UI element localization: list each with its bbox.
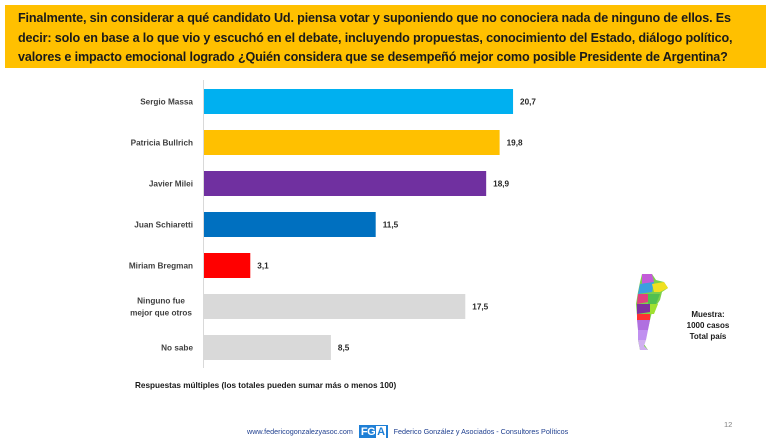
category-label: Javier Milei xyxy=(149,180,193,189)
sample-size: 1000 casos xyxy=(686,321,730,330)
bar-javier-milei xyxy=(204,171,487,196)
bar-patricia-bullrich xyxy=(204,130,500,155)
question-banner: Finalmente, sin considerar a qué candida… xyxy=(5,5,766,68)
value-label: 8,5 xyxy=(338,344,350,353)
sample-info: Muestra: 1000 casos Total país xyxy=(678,309,738,342)
category-label: Patricia Bullrich xyxy=(131,139,193,148)
category-label: Sergio Massa xyxy=(140,98,193,107)
value-label: 3,1 xyxy=(257,262,269,271)
bar-miriam-bregman xyxy=(204,253,251,278)
question-text: Finalmente, sin considerar a qué candida… xyxy=(18,11,733,64)
footer-company: Federico González y Asociados - Consulto… xyxy=(393,427,569,436)
bar-no-sabe xyxy=(204,335,331,360)
sample-label: Muestra: xyxy=(691,310,725,319)
logo-text: FG xyxy=(360,425,376,438)
value-label: 20,7 xyxy=(520,98,536,107)
category-label: Ninguno fue mejor que otros xyxy=(130,297,192,318)
fga-logo: FG A xyxy=(358,425,388,438)
category-label: No sabe xyxy=(161,344,193,353)
page-number: 12 xyxy=(724,420,733,429)
value-label: 17,5 xyxy=(472,303,488,312)
logo-accent: A xyxy=(376,425,386,438)
bar-sergio-massa xyxy=(204,89,514,114)
argentina-map-icon xyxy=(630,272,675,352)
bar-ninguno-fue-mejor-que-otros xyxy=(204,294,466,319)
value-label: 19,8 xyxy=(507,139,523,148)
chart-footnote: Respuestas múltiples (los totales pueden… xyxy=(135,381,397,390)
sample-scope: Total país xyxy=(689,332,727,341)
value-label: 18,9 xyxy=(493,180,509,189)
footer: www.federicogonzalezyasoc.com FG A Federi… xyxy=(247,425,568,438)
category-label: Miriam Bregman xyxy=(129,262,193,271)
footer-website-link[interactable]: www.federicogonzalezyasoc.com xyxy=(247,427,353,436)
value-label: 11,5 xyxy=(383,221,399,230)
category-label: Juan Schiaretti xyxy=(134,221,193,230)
bar-juan-schiaretti xyxy=(204,212,376,237)
